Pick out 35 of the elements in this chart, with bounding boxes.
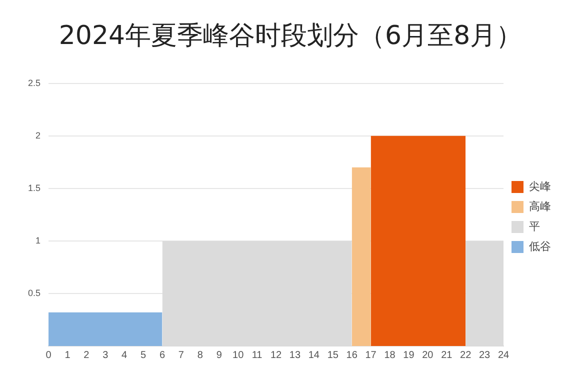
x-tick-label: 16 bbox=[346, 350, 358, 361]
x-tick-label: 7 bbox=[178, 350, 184, 361]
x-tick-label: 22 bbox=[460, 350, 472, 361]
x-tick-label: 10 bbox=[232, 350, 244, 361]
x-tick-label: 3 bbox=[102, 350, 109, 361]
x-tick-label: 13 bbox=[289, 350, 301, 361]
x-tick-label: 23 bbox=[478, 350, 491, 361]
y-tick-label: 2 bbox=[35, 130, 41, 140]
x-tick-label: 2 bbox=[84, 350, 90, 361]
x-tick-label: 9 bbox=[216, 350, 222, 361]
x-tick-label: 6 bbox=[159, 350, 166, 361]
y-tick-label: 1.5 bbox=[28, 182, 41, 193]
x-tick-label: 20 bbox=[422, 350, 434, 361]
x-tick-label: 5 bbox=[140, 350, 147, 361]
x-tick-label: 4 bbox=[122, 350, 128, 361]
x-tick-label: 11 bbox=[252, 350, 263, 361]
x-tick-label: 15 bbox=[327, 350, 339, 361]
y-tick-label: 1 bbox=[35, 235, 41, 246]
x-tick-label: 19 bbox=[403, 350, 415, 361]
legend-label: 平 bbox=[529, 220, 540, 233]
y-tick-label: 0.5 bbox=[28, 288, 41, 298]
x-tick-label: 12 bbox=[270, 350, 282, 361]
x-tick-label: 17 bbox=[365, 350, 377, 361]
legend-label: 尖峰 bbox=[529, 180, 551, 193]
x-tick-label: 8 bbox=[197, 350, 204, 361]
x-tick-label: 14 bbox=[308, 350, 320, 361]
legend-label: 低谷 bbox=[529, 240, 551, 253]
x-tick-label: 21 bbox=[441, 350, 453, 361]
x-tick-label: 24 bbox=[498, 350, 510, 361]
x-tick-label: 0 bbox=[46, 350, 52, 361]
y-tick-label: 2.5 bbox=[28, 78, 41, 88]
legend-label: 高峰 bbox=[529, 200, 551, 213]
chart-title: 2024年夏季峰谷时段划分（6月至8月） bbox=[58, 20, 524, 53]
x-tick-label: 18 bbox=[384, 350, 396, 361]
x-tick-label: 1 bbox=[64, 350, 71, 361]
